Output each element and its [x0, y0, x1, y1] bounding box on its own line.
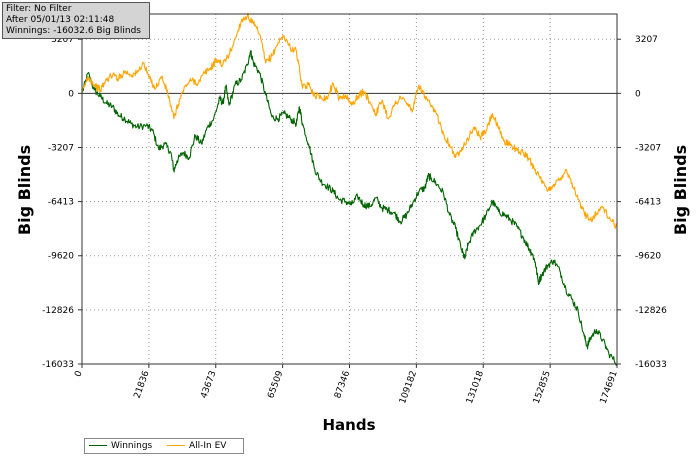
winnings-text: Winnings: -16032.6 Big Blinds: [6, 26, 141, 36]
legend-label-allin-ev: All-In EV: [189, 441, 227, 451]
y-tick-label-right: -9620: [635, 252, 661, 262]
legend: Winnings All-In EV: [84, 438, 244, 454]
y-tick-label-left: 3207: [51, 35, 74, 45]
y-axis-label-left: Big Blinds: [15, 145, 34, 235]
y-tick-label-right: -6413: [635, 198, 661, 208]
x-tick-label: 0: [73, 369, 84, 378]
y-tick-label-left: 0: [68, 89, 74, 99]
x-tick-label: 21836: [133, 369, 152, 400]
filter-text: Filter: No Filter: [6, 4, 72, 14]
y-tick-label-left: -16033: [42, 360, 74, 370]
series-line-winnings: [81, 50, 618, 366]
x-tick-label: 87346: [333, 369, 352, 400]
legend-swatch-winnings: [89, 445, 107, 446]
y-tick-label-right: -3207: [635, 143, 661, 153]
y-tick-label-left: -12826: [42, 306, 74, 316]
info-box: Filter: No Filter After 05/01/13 02:11:4…: [2, 2, 150, 39]
series-line-allin-ev: [81, 12, 618, 229]
x-tick-label: 174691: [599, 370, 620, 406]
x-tick-label: 152855: [532, 370, 553, 406]
series-layer: [81, 12, 618, 366]
x-tick-label: 43673: [199, 370, 218, 400]
x-tick-label: 65509: [266, 369, 285, 400]
x-tick-label: 109182: [398, 370, 419, 406]
y-tick-label-right: -12826: [635, 306, 667, 316]
y-tick-label-left: -9620: [48, 252, 74, 262]
x-tick-label: 131018: [465, 369, 486, 405]
grid: [82, 14, 617, 365]
y-tick-label-left: -6413: [48, 198, 74, 208]
y-axis-right: 3207 0 -3207 -6413 -9620 -12826 -16033: [617, 35, 667, 370]
legend-label-winnings: Winnings: [111, 441, 153, 451]
y-tick-label-left: -3207: [48, 143, 74, 153]
legend-swatch-allin-ev: [167, 445, 185, 446]
date-text: After 05/01/13 02:11:48: [6, 15, 115, 25]
x-axis: 0 21836 43673 65509 87346 109182 131018 152855 1…: [73, 364, 620, 406]
x-axis-label: Hands: [322, 416, 375, 434]
y-tick-label-right: 3207: [635, 35, 658, 45]
y-axis-left: 3207 0 -3207 -6413 -9620 -12826 -16033: [42, 35, 82, 370]
y-tick-label-right: -16033: [635, 360, 667, 370]
y-tick-label-right: 0: [635, 89, 641, 99]
y-axis-label-right: Big Blinds: [671, 145, 690, 235]
